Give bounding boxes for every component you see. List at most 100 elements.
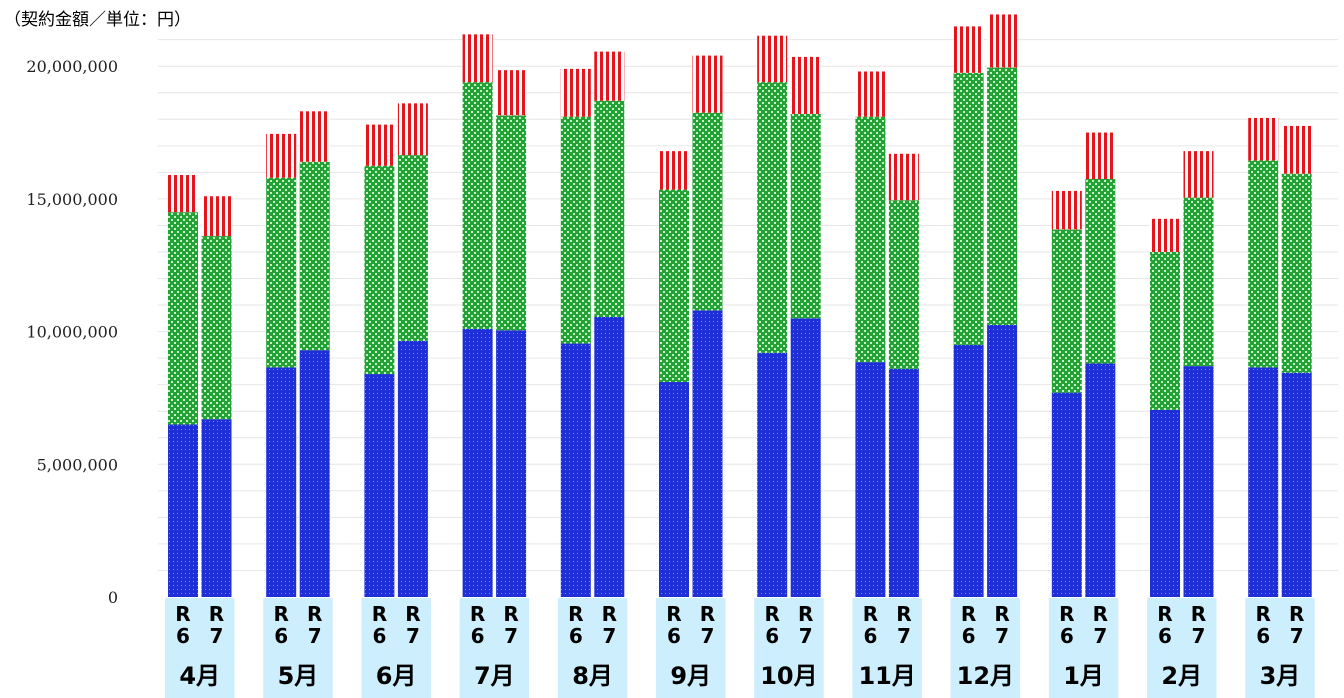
month-label: 4月: [179, 662, 220, 690]
bar-segment: [1281, 173, 1312, 373]
bars: [168, 14, 1312, 597]
bar-segment: [953, 26, 984, 73]
bar-segment: [299, 350, 330, 597]
bar-segment: [560, 343, 591, 597]
bar-segment: [659, 151, 689, 190]
bar-segment: [364, 124, 395, 166]
bar-segment: [1051, 229, 1082, 393]
bar-segment: [266, 177, 297, 368]
x-label-background: [557, 598, 628, 698]
bar-segment: [790, 56, 821, 114]
year-label-top: R: [1059, 602, 1074, 626]
bar-segment: [364, 165, 395, 375]
bar-segment: [299, 161, 330, 351]
year-label-top: R: [602, 602, 617, 626]
bar-segment: [757, 352, 788, 597]
year-label-top: R: [470, 602, 485, 626]
bar-segment: [1183, 197, 1214, 367]
year-label-bottom: 6: [962, 624, 976, 648]
unit-label: （契約金額／単位：円）: [4, 10, 191, 30]
year-label-top: R: [961, 602, 976, 626]
year-label-bottom: 7: [995, 624, 1009, 648]
month-label: 5月: [278, 662, 319, 690]
bar-segment: [888, 153, 919, 201]
bar-segment: [1085, 132, 1116, 179]
bar-segment: [1051, 190, 1082, 230]
year-label-bottom: 7: [701, 624, 715, 648]
year-label-bottom: 7: [406, 624, 420, 648]
y-tick-label: 15,000,000: [26, 190, 118, 209]
year-label-bottom: 7: [1192, 624, 1206, 648]
bar-segment: [757, 82, 788, 353]
month-label: 8月: [572, 662, 613, 690]
bar-segment: [855, 71, 886, 117]
bar-segment: [594, 317, 625, 597]
bar-segment: [201, 196, 232, 237]
bar-segment: [462, 328, 493, 597]
year-label-bottom: 7: [799, 624, 813, 648]
year-label-top: R: [994, 602, 1009, 626]
x-label-background: [165, 598, 235, 698]
bar-segment: [953, 344, 984, 597]
bar-segment: [397, 103, 428, 156]
bar-segment: [462, 82, 493, 329]
bar-segment: [987, 324, 1018, 597]
x-label-background: [361, 598, 431, 698]
month-label: 10月: [760, 662, 817, 690]
year-label-bottom: 6: [274, 624, 288, 648]
year-label-top: R: [175, 602, 190, 626]
year-label-bottom: 7: [897, 624, 911, 648]
y-tick-label: 5,000,000: [37, 455, 118, 474]
bar-segment: [364, 374, 395, 597]
year-label-top: R: [1289, 602, 1304, 626]
bar-segment: [1183, 151, 1214, 198]
bar-segment: [462, 34, 493, 83]
month-label: 9月: [670, 662, 711, 690]
year-label-top: R: [503, 602, 518, 626]
year-label-bottom: 7: [210, 624, 224, 648]
bar-segment: [888, 200, 919, 369]
year-label-bottom: 7: [1093, 624, 1107, 648]
bar-segment: [1150, 251, 1180, 410]
year-label-top: R: [209, 602, 224, 626]
bar-segment: [1248, 367, 1279, 597]
bar-segment: [1150, 409, 1180, 597]
x-label-background: [1147, 598, 1217, 698]
bar-segment: [397, 340, 428, 597]
year-label-bottom: 6: [372, 624, 386, 648]
year-label-top: R: [1157, 602, 1172, 626]
y-tick-label: 10,000,000: [26, 323, 118, 342]
year-label-bottom: 6: [471, 624, 485, 648]
bar-segment: [560, 116, 591, 344]
year-label-top: R: [1093, 602, 1108, 626]
bar-segment: [560, 68, 591, 117]
month-label: 2月: [1161, 662, 1202, 690]
bar-segment: [496, 115, 527, 331]
bar-segment: [594, 100, 625, 318]
year-label-bottom: 6: [863, 624, 877, 648]
x-label-background: [754, 598, 824, 698]
year-label-bottom: 7: [1290, 624, 1304, 648]
year-label-bottom: 6: [1060, 624, 1074, 648]
bar-segment: [692, 55, 723, 113]
x-label-background: [1245, 598, 1315, 698]
year-label-top: R: [863, 602, 878, 626]
x-axis-labels: R6R74月R6R75月R6R76月R6R77月R6R78月R6R79月R6R7…: [175, 602, 1304, 690]
year-label-top: R: [764, 602, 779, 626]
year-label-top: R: [700, 602, 715, 626]
year-label-top: R: [568, 602, 583, 626]
bar-segment: [692, 310, 723, 597]
bar-segment: [496, 70, 527, 116]
bar-segment: [266, 367, 297, 597]
x-label-background: [656, 598, 726, 698]
month-label: 7月: [474, 662, 515, 690]
y-tick-label: 20,000,000: [26, 57, 118, 76]
year-label-bottom: 6: [765, 624, 779, 648]
bar-segment: [987, 67, 1018, 325]
bar-segment: [1150, 218, 1180, 252]
year-label-top: R: [666, 602, 681, 626]
bar-segment: [757, 35, 788, 83]
bar-segment: [299, 111, 330, 162]
x-label-background: [263, 598, 333, 698]
